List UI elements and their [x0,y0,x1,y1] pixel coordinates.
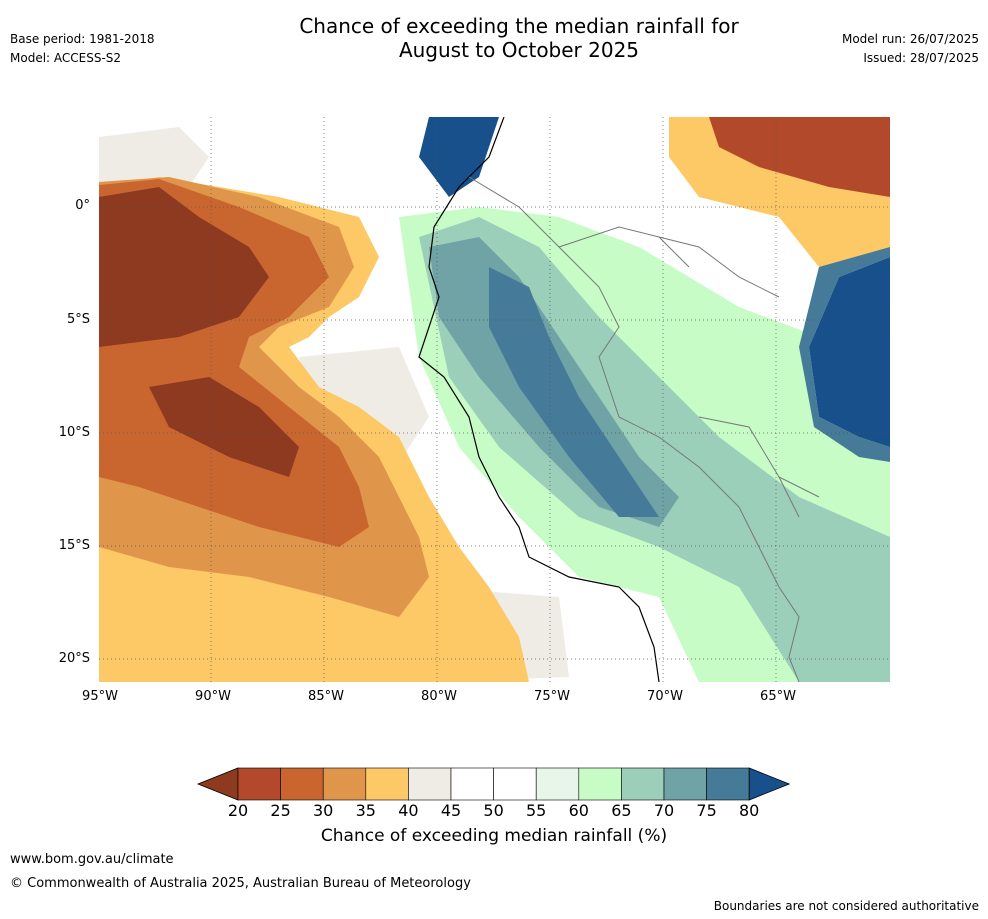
colorbar-segment [621,767,665,801]
colorbar-segment [663,767,707,801]
lon-label-80w: 80°W [421,689,457,704]
base-period: Base period: 1981-2018 [10,32,155,46]
colorbar-segment [578,767,622,801]
lat-label-10s: 10°S [58,425,90,440]
colorbar-tick-label: 75 [696,801,717,820]
coastline [418,117,660,682]
lon-label-95w: 95°W [82,689,118,704]
colorbar-segment [493,767,537,801]
lon-label-75w: 75°W [534,689,570,704]
lon-label-70w: 70°W [647,689,683,704]
wet-region-east-ring [799,247,890,462]
colorbar-segment [322,767,367,801]
wet-region-east [809,257,890,447]
country-borders [468,176,820,682]
issued-date: Issued: 28/07/2025 [863,51,979,65]
colorbar-tick-label: 55 [526,801,547,820]
colorbar-segment [280,767,324,801]
model-run: Model run: 26/07/2025 [841,32,979,46]
wet-region-north-coast [419,117,499,197]
colorbar-title: Chance of exceeding median rainfall (%) [320,826,668,846]
colorbar-tick-label: 60 [568,801,589,820]
colorbar-tick-label: 20 [227,801,249,820]
wet-region-andes-core [489,267,659,517]
colorbar-tick-label: 30 [313,801,334,820]
colorbar-segment [365,767,409,801]
colorbar-extend-low [196,767,239,801]
lon-label-85w: 85°W [308,689,344,704]
page-title: Chance of exceeding the median rainfall … [244,14,794,62]
colorbar-tick-label: 35 [355,801,376,820]
boundaries-disclaimer: Boundaries are not considered authoritat… [713,899,979,913]
dry-region-core [99,187,299,477]
lon-label-65w: 65°W [760,689,796,704]
colorbar-tick-label: 70 [653,801,675,820]
lat-label-15s: 15°S [58,538,90,553]
colorbar-segment [535,767,580,801]
colorbar-segment [237,767,281,801]
colorbar-segment [408,767,452,801]
colorbar-tick-label: 80 [739,801,760,820]
lat-label-0: 0° [75,198,90,213]
colorbar-segment [706,767,750,801]
copyright-notice: © Commonwealth of Australia 2025, Austra… [10,876,471,891]
colorbar-tick-label: 65 [611,801,632,820]
title-line-1: Chance of exceeding the median rainfall … [299,14,739,38]
colorbar [196,767,791,801]
colorbar-tick-label: 40 [398,801,419,820]
rainfall-map [99,117,890,682]
website-link[interactable]: www.bom.gov.au/climate [10,852,174,867]
lat-label-5s: 5°S [66,312,90,327]
rainfall-map-svg [99,117,890,682]
colorbar-tick-label: 25 [270,801,291,820]
colorbar-tick-label: 45 [440,801,462,820]
lat-label-20s: 20°S [58,651,90,666]
colorbar-extend-high [748,767,791,801]
title-line-2: August to October 2025 [398,38,640,62]
colorbar-segment [450,767,494,801]
model-name: Model: ACCESS-S2 [10,51,122,65]
dry-region-northeast-core [709,117,890,197]
lon-label-90w: 90°W [195,689,231,704]
colorbar-tick-label: 50 [483,801,504,820]
